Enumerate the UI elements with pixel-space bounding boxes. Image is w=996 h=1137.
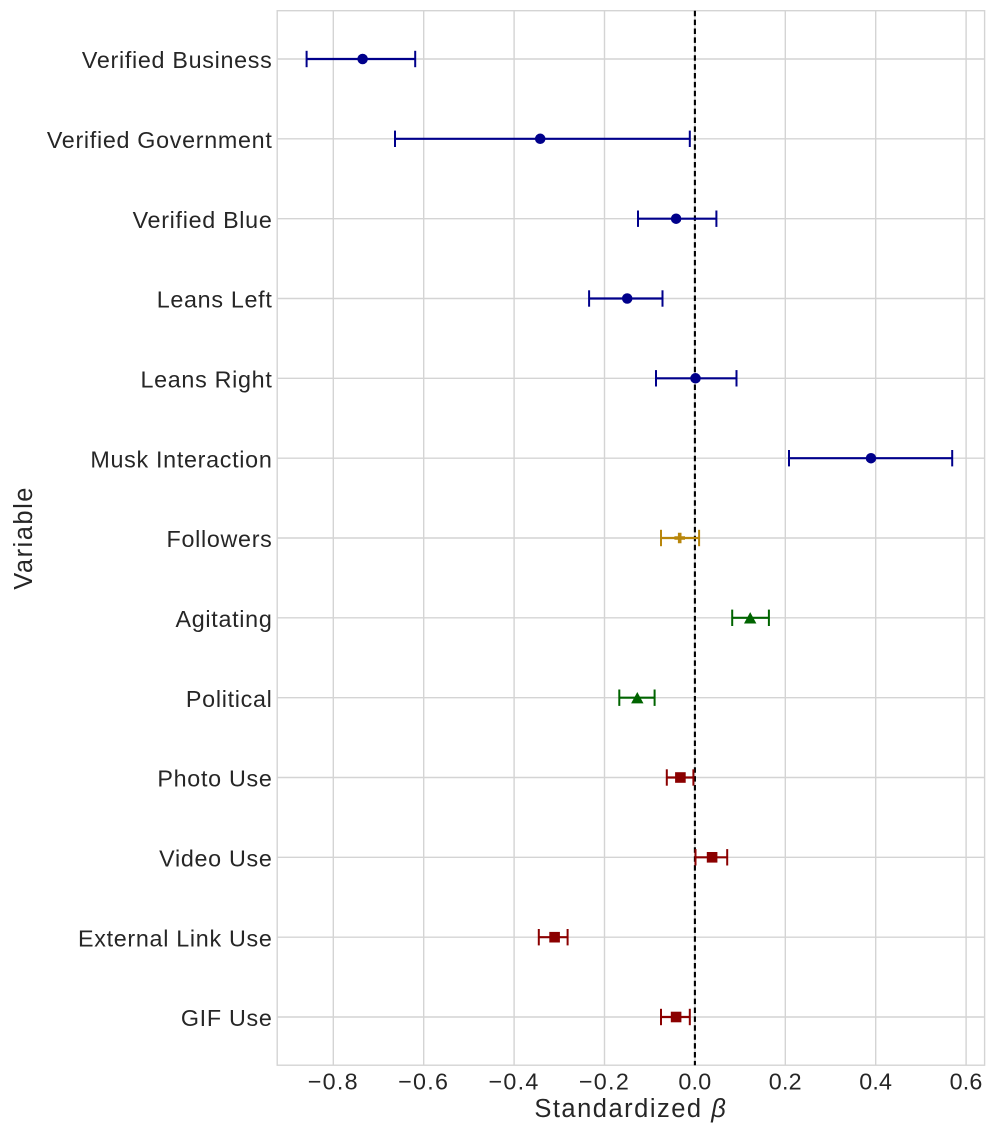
svg-text:Musk Interaction: Musk Interaction bbox=[90, 446, 272, 472]
svg-text:Video Use: Video Use bbox=[159, 846, 272, 872]
svg-text:Followers: Followers bbox=[167, 526, 273, 552]
svg-text:−0.2: −0.2 bbox=[579, 1068, 630, 1094]
svg-text:Leans Right: Leans Right bbox=[140, 367, 272, 393]
svg-text:Verified Government: Verified Government bbox=[47, 127, 273, 153]
svg-text:Verified Blue: Verified Blue bbox=[133, 207, 273, 233]
svg-text:Agitating: Agitating bbox=[176, 606, 273, 632]
svg-text:GIF Use: GIF Use bbox=[181, 1005, 273, 1031]
svg-text:0.0: 0.0 bbox=[678, 1068, 711, 1094]
svg-text:Political: Political bbox=[186, 686, 273, 712]
svg-text:−0.4: −0.4 bbox=[488, 1068, 539, 1094]
svg-text:Verified Business: Verified Business bbox=[82, 47, 273, 73]
svg-text:−0.8: −0.8 bbox=[308, 1068, 359, 1094]
svg-text:Standardized β: Standardized β bbox=[534, 1095, 727, 1123]
svg-text:0.6: 0.6 bbox=[950, 1068, 983, 1094]
svg-text:Leans Left: Leans Left bbox=[157, 287, 273, 313]
svg-text:Variable: Variable bbox=[10, 486, 38, 590]
svg-text:0.2: 0.2 bbox=[769, 1068, 802, 1094]
svg-text:−0.6: −0.6 bbox=[398, 1068, 449, 1094]
svg-text:0.4: 0.4 bbox=[859, 1068, 892, 1094]
svg-text:Photo Use: Photo Use bbox=[157, 766, 272, 792]
svg-text:External Link Use: External Link Use bbox=[78, 925, 272, 951]
